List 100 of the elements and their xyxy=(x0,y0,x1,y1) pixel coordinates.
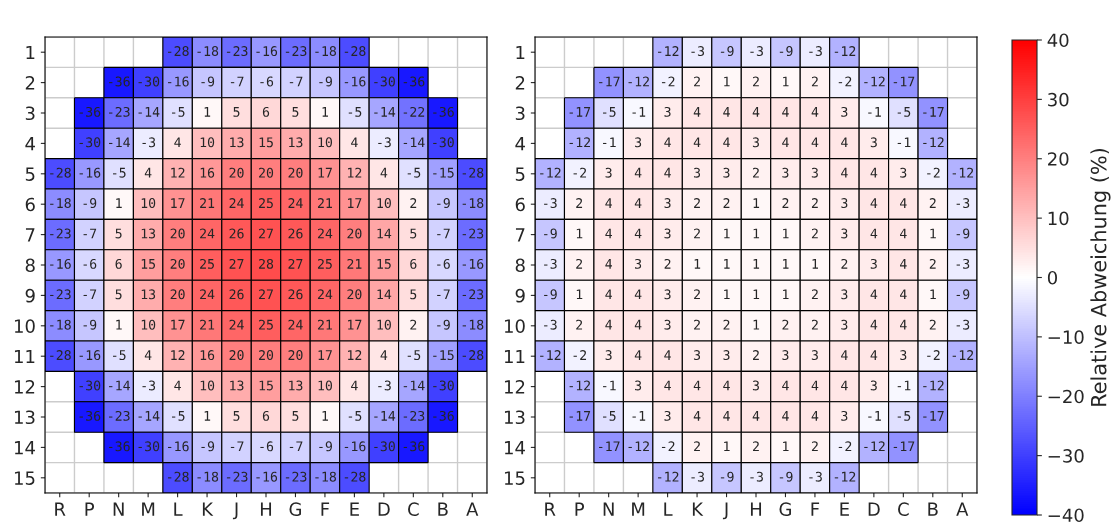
data-label: -9 xyxy=(544,289,557,300)
data-label: -18 xyxy=(462,319,484,330)
data-label: 3 xyxy=(841,106,848,117)
data-label: 6 xyxy=(262,410,270,421)
data-label: 4 xyxy=(841,380,848,391)
color-bar-label: 40 xyxy=(1047,33,1069,48)
data-label: 4 xyxy=(634,228,642,239)
data-label: -36 xyxy=(79,106,101,117)
data-label: -5 xyxy=(171,411,185,421)
data-label: -16 xyxy=(344,76,366,87)
data-label: 20 xyxy=(170,258,185,269)
data-label: 4 xyxy=(782,107,789,117)
data-label: 1 xyxy=(724,441,730,452)
data-label: -9 xyxy=(544,228,557,239)
data-label: 25 xyxy=(259,198,273,209)
data-label: -9 xyxy=(720,471,734,482)
data-label: 4 xyxy=(811,380,819,391)
data-label: 13 xyxy=(289,137,303,148)
data-label: 3 xyxy=(841,198,848,209)
x-tick-label: B xyxy=(928,502,938,516)
data-label: 4 xyxy=(782,380,789,391)
data-label: 2 xyxy=(929,319,936,330)
color-bar-label: −20 xyxy=(1048,389,1084,404)
data-label: -30 xyxy=(138,76,160,87)
data-label: 1 xyxy=(783,259,789,269)
data-label: 3 xyxy=(900,167,907,178)
data-label: -7 xyxy=(83,289,97,300)
data-label: 4 xyxy=(900,259,907,269)
data-label: 2 xyxy=(811,76,818,87)
data-label: 3 xyxy=(664,289,671,300)
data-label: -30 xyxy=(79,137,101,148)
data-label: -28 xyxy=(50,350,71,361)
data-label: -16 xyxy=(167,76,189,87)
data-label: 4 xyxy=(605,198,613,208)
data-label: 2 xyxy=(782,319,789,330)
data-label: 1 xyxy=(724,228,730,239)
data-label: -12 xyxy=(834,471,856,482)
data-label: 1 xyxy=(322,107,329,117)
data-label: 5 xyxy=(292,107,299,117)
data-label: -9 xyxy=(956,228,970,239)
data-label: 2 xyxy=(811,228,818,239)
data-label: -5 xyxy=(113,350,126,361)
data-label: -23 xyxy=(226,46,248,57)
data-label: 26 xyxy=(229,289,244,300)
data-label: 4 xyxy=(664,350,671,360)
y-tick-label: 1 xyxy=(516,45,525,60)
data-label: 5 xyxy=(410,289,417,300)
data-label: 2 xyxy=(576,198,583,208)
data-label: 4 xyxy=(811,411,819,421)
data-label: -23 xyxy=(403,410,425,421)
data-label: 10 xyxy=(141,319,156,330)
data-label: 6 xyxy=(410,258,417,269)
data-label: 4 xyxy=(634,198,642,208)
data-label: 2 xyxy=(753,441,759,452)
data-label: 2 xyxy=(694,76,700,87)
data-label: 6 xyxy=(262,106,270,117)
data-label: 4 xyxy=(900,319,907,330)
data-label: 15 xyxy=(377,259,391,269)
data-label: -2 xyxy=(838,441,852,452)
data-label: -23 xyxy=(226,471,248,482)
data-label: -18 xyxy=(315,471,337,482)
data-label: 24 xyxy=(317,289,333,300)
y-tick-label: 9 xyxy=(515,288,525,303)
data-label: 21 xyxy=(347,258,362,269)
data-label: 3 xyxy=(664,106,671,117)
data-label: -9 xyxy=(779,471,793,482)
data-label: -3 xyxy=(544,258,557,269)
data-label: 14 xyxy=(377,289,392,300)
data-label: -5 xyxy=(113,167,126,178)
data-label: -1 xyxy=(603,380,616,391)
data-label: 3 xyxy=(870,258,877,269)
data-label: -28 xyxy=(167,471,189,482)
data-label: -28 xyxy=(50,167,71,178)
data-label: 2 xyxy=(929,198,936,208)
data-label: 4 xyxy=(605,319,613,330)
data-label: -17 xyxy=(599,441,620,452)
data-label: -12 xyxy=(923,380,944,391)
x-tick-label: F xyxy=(811,502,820,516)
data-label: 1 xyxy=(753,259,760,269)
data-label: -2 xyxy=(573,350,587,360)
y-tick-label: 3 xyxy=(25,106,35,121)
x-tick-label: K xyxy=(692,502,704,516)
data-label: 1 xyxy=(783,76,789,87)
y-tick-label: 2 xyxy=(25,76,35,90)
data-label: 2 xyxy=(694,289,700,300)
data-label: 1 xyxy=(783,441,789,452)
data-label: -30 xyxy=(374,441,395,452)
data-label: 3 xyxy=(635,137,642,148)
data-label: 4 xyxy=(693,107,701,117)
data-label: 17 xyxy=(171,198,185,208)
data-label: 20 xyxy=(170,228,185,239)
data-label: -16 xyxy=(167,441,189,452)
data-label: 4 xyxy=(870,167,878,178)
x-tick-label: N xyxy=(603,502,614,516)
data-label: -3 xyxy=(378,380,391,391)
data-label: 4 xyxy=(752,411,760,421)
data-label: -3 xyxy=(956,319,970,330)
data-label: -14 xyxy=(403,137,425,148)
data-label: 12 xyxy=(171,350,185,360)
data-label: 1 xyxy=(116,198,122,208)
